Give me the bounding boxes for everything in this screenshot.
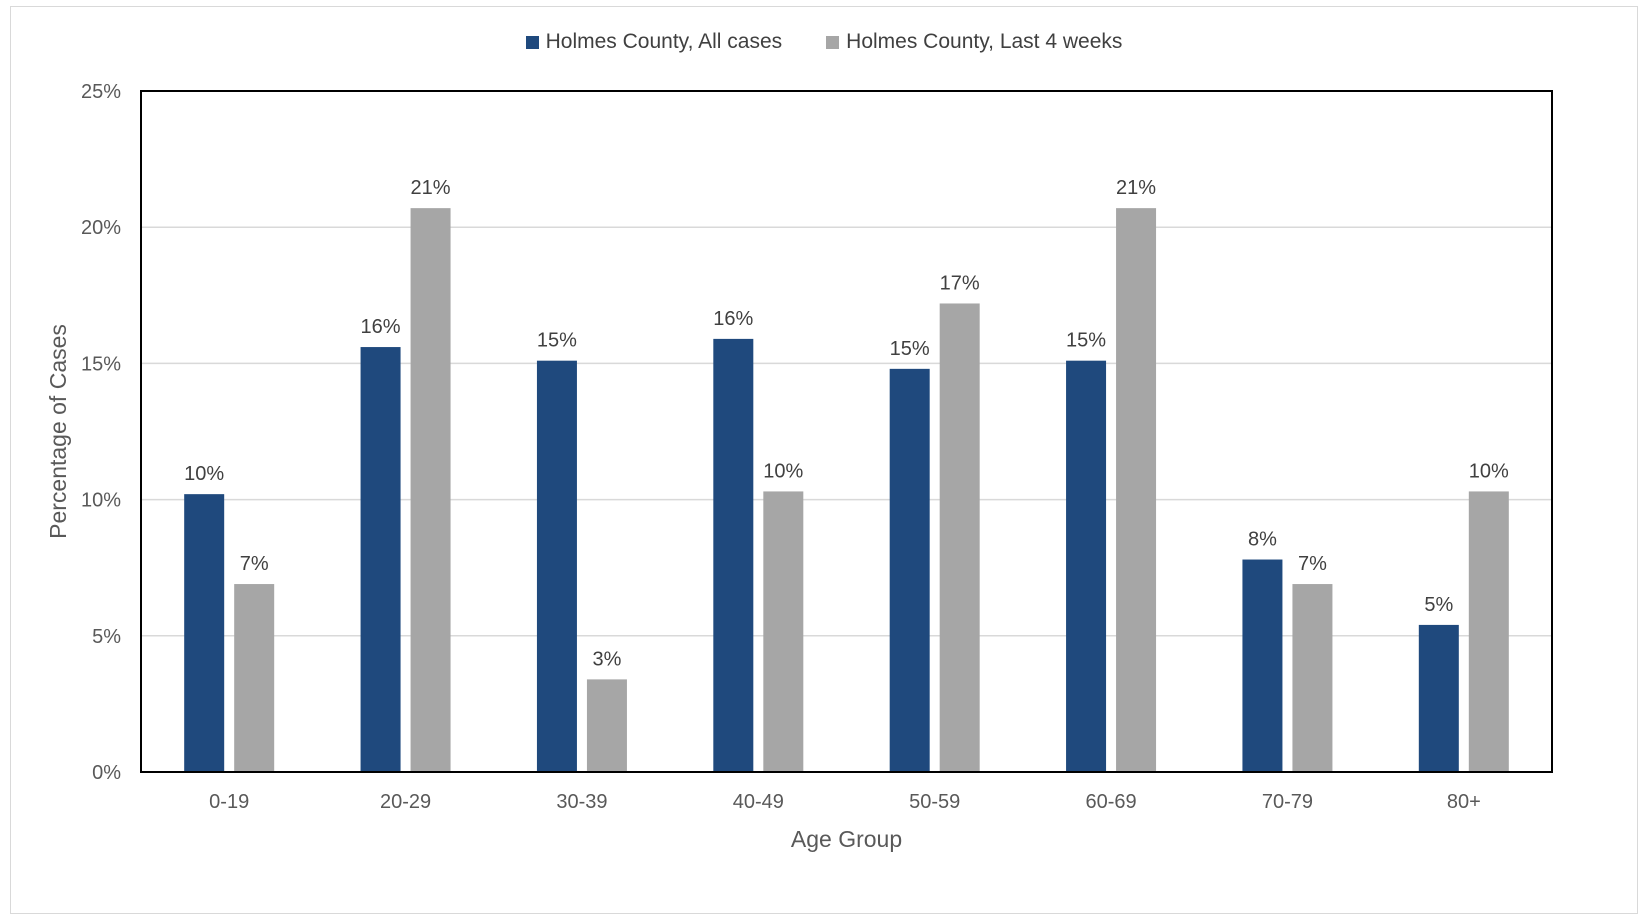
legend-swatch-last-4-weeks bbox=[826, 35, 840, 49]
x-tick-label: 30-39 bbox=[556, 791, 607, 813]
bar-all-cases bbox=[184, 494, 225, 772]
x-tick-label: 50-59 bbox=[909, 791, 960, 813]
bar-last-4-weeks bbox=[234, 584, 275, 772]
x-tick-label: 80+ bbox=[1447, 791, 1481, 813]
legend-swatch-all-cases bbox=[525, 35, 539, 49]
data-label: 16% bbox=[361, 316, 401, 338]
data-label: 3% bbox=[592, 648, 621, 670]
data-label: 10% bbox=[763, 460, 803, 482]
data-label: 21% bbox=[411, 177, 451, 199]
data-label: 15% bbox=[890, 338, 930, 360]
bar-last-4-weeks bbox=[1116, 208, 1157, 772]
bar-last-4-weeks bbox=[1468, 491, 1509, 772]
bar-all-cases bbox=[536, 360, 577, 772]
data-label: 7% bbox=[1298, 553, 1327, 575]
x-tick-label: 70-79 bbox=[1262, 791, 1313, 813]
y-tick-label: 15% bbox=[81, 353, 121, 375]
data-label: 5% bbox=[1424, 594, 1453, 616]
y-tick-label: 5% bbox=[92, 626, 121, 648]
data-label: 15% bbox=[537, 330, 577, 352]
bar-last-4-weeks bbox=[586, 679, 627, 772]
x-tick-label: 40-49 bbox=[733, 791, 784, 813]
bar-all-cases bbox=[1066, 360, 1107, 772]
bar-last-4-weeks bbox=[1292, 584, 1333, 772]
data-label: 17% bbox=[940, 272, 980, 294]
bars bbox=[184, 208, 1509, 772]
y-tick-label: 0% bbox=[92, 762, 121, 784]
data-label: 8% bbox=[1248, 529, 1277, 551]
data-label: 10% bbox=[1469, 460, 1509, 482]
y-tick-label: 20% bbox=[81, 217, 121, 239]
y-axis-ticks: 0% 5% 10% 15% 20% 25% bbox=[81, 81, 121, 784]
chart-frame bbox=[10, 6, 1638, 914]
legend-label-last-4-weeks: Holmes County, Last 4 weeks bbox=[846, 30, 1123, 53]
data-label: 16% bbox=[713, 308, 753, 330]
bar-last-4-weeks bbox=[763, 491, 804, 772]
x-tick-label: 0-19 bbox=[209, 791, 249, 813]
data-labels: 10% 7% 16% 21% 15% 3% 16% 10% 15% 17% 15% 21% 8% 7% 5%… bbox=[184, 177, 1509, 670]
data-label: 7% bbox=[240, 553, 269, 575]
x-axis-ticks: 0-19 20-29 30-39 40-49 50-59 60-69 70-79 80+ bbox=[209, 791, 1481, 813]
legend-item-last-4-weeks: Holmes County, Last 4 weeks bbox=[826, 30, 1122, 54]
gridlines bbox=[141, 226, 1552, 773]
data-label: 10% bbox=[184, 463, 224, 485]
bar-all-cases bbox=[1242, 559, 1283, 772]
legend: Holmes County, All cases Holmes County, … bbox=[0, 30, 1648, 54]
y-tick-label: 25% bbox=[81, 81, 121, 103]
y-tick-label: 10% bbox=[81, 490, 121, 512]
y-axis-title: Percentage of Cases bbox=[45, 324, 71, 539]
x-axis-title: Age Group bbox=[791, 826, 902, 852]
legend-label-all-cases: Holmes County, All cases bbox=[545, 30, 783, 53]
x-tick-label: 60-69 bbox=[1085, 791, 1136, 813]
data-label: 15% bbox=[1066, 330, 1106, 352]
bar-all-cases bbox=[889, 368, 930, 772]
x-tick-label: 20-29 bbox=[380, 791, 431, 813]
bar-last-4-weeks bbox=[410, 208, 451, 772]
plot-area-border bbox=[140, 90, 1553, 773]
data-label: 21% bbox=[1116, 177, 1156, 199]
bar-all-cases bbox=[713, 338, 754, 772]
bar-all-cases bbox=[1418, 624, 1459, 772]
bar-last-4-weeks bbox=[939, 303, 980, 772]
bar-all-cases bbox=[360, 347, 401, 772]
legend-item-all-cases: Holmes County, All cases bbox=[525, 30, 783, 54]
